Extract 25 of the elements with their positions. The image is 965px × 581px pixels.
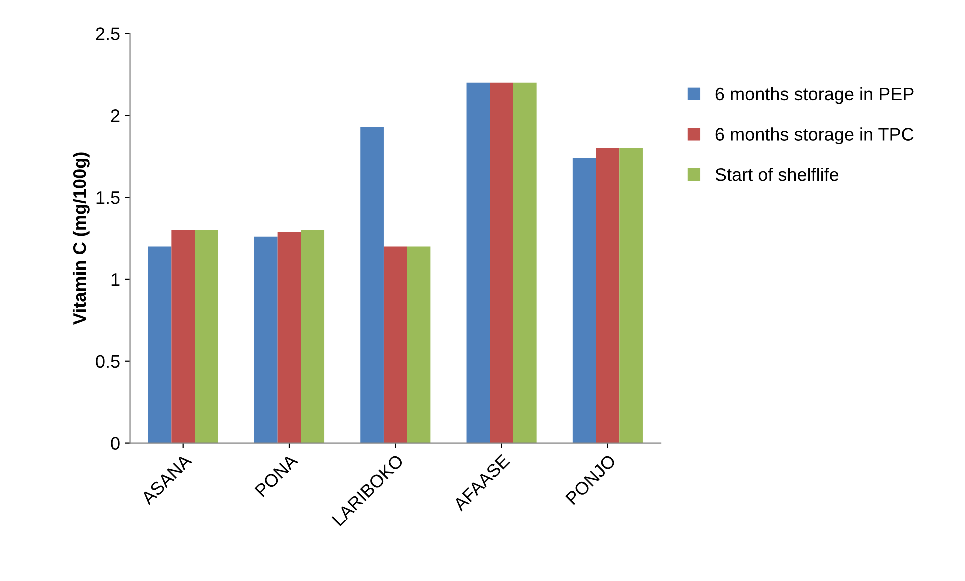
bar [572, 158, 596, 444]
y-tick-label: 0 [111, 437, 120, 450]
bar [172, 230, 196, 444]
bar [490, 82, 514, 444]
y-tick-label: 1 [112, 274, 120, 286]
legend-label: 6 months storage in TPC [716, 128, 914, 145]
bar [301, 230, 325, 444]
bar [360, 127, 384, 444]
y-axis-title: Vitamin C (mg/100g) [72, 152, 90, 325]
y-tick-label: 2.5 [96, 28, 120, 40]
bar [148, 246, 172, 444]
legend-label: Start of shelflife [716, 168, 839, 182]
bar [278, 232, 302, 444]
bar [620, 148, 643, 444]
legend-label: 6 months storage in PEP [716, 87, 914, 104]
bar [596, 148, 620, 444]
bar [195, 230, 218, 444]
y-tick-label: 1.5 [96, 192, 120, 204]
bar [407, 246, 431, 444]
y-tick-label: 0.5 [96, 355, 120, 368]
bar [513, 82, 537, 444]
y-tick-label: 2 [111, 110, 120, 122]
bar [254, 236, 278, 444]
bar [466, 82, 490, 444]
bar [384, 246, 408, 444]
